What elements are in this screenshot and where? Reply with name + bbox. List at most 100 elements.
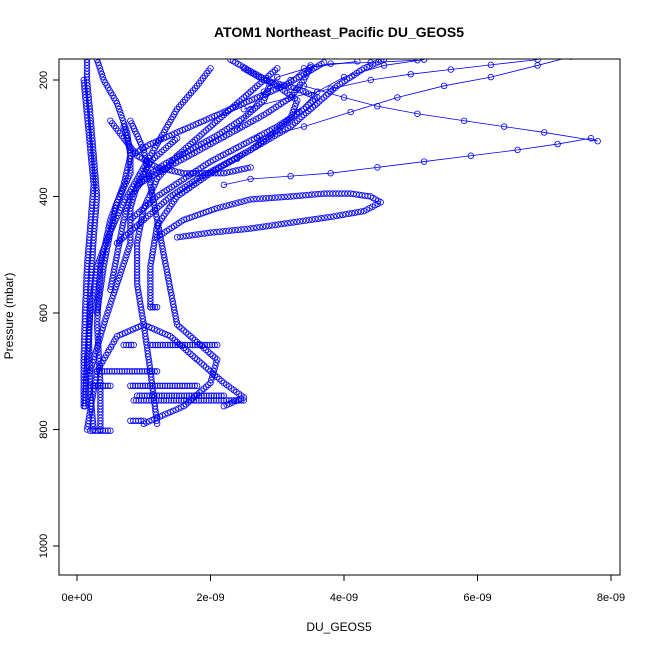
data-point bbox=[305, 216, 313, 224]
data-point bbox=[95, 346, 102, 353]
data-point bbox=[157, 234, 164, 241]
data-point bbox=[99, 73, 106, 81]
data-point bbox=[137, 397, 145, 404]
data-point bbox=[169, 335, 176, 342]
data-point bbox=[117, 234, 124, 241]
data-point bbox=[179, 98, 187, 106]
data-point bbox=[147, 158, 154, 165]
data-point bbox=[287, 193, 294, 200]
data-point bbox=[213, 397, 220, 404]
data-point bbox=[122, 132, 130, 139]
data-point bbox=[317, 190, 325, 198]
profile-series bbox=[93, 123, 134, 317]
data-point bbox=[154, 382, 161, 389]
data-point bbox=[272, 194, 279, 201]
profile-line bbox=[236, 60, 358, 130]
data-point bbox=[241, 197, 248, 205]
data-point bbox=[111, 286, 119, 293]
data-point bbox=[95, 338, 102, 346]
data-point bbox=[247, 164, 254, 171]
data-point bbox=[238, 96, 245, 103]
profile-series bbox=[233, 59, 361, 133]
data-point bbox=[129, 196, 137, 203]
data-point bbox=[133, 222, 141, 229]
data-point bbox=[267, 132, 274, 139]
data-point bbox=[111, 210, 118, 218]
data-point bbox=[163, 397, 170, 404]
data-point bbox=[176, 341, 184, 349]
data-point bbox=[148, 254, 156, 261]
data-point bbox=[162, 144, 170, 152]
data-point bbox=[208, 373, 216, 381]
data-point bbox=[151, 304, 159, 311]
data-point bbox=[105, 306, 112, 314]
data-point bbox=[228, 397, 235, 404]
data-point bbox=[184, 341, 191, 349]
data-point bbox=[127, 117, 134, 124]
x-tick-label: 0e+00 bbox=[62, 592, 93, 604]
data-point bbox=[156, 382, 164, 389]
data-point bbox=[210, 397, 217, 404]
data-point bbox=[189, 169, 197, 177]
data-point bbox=[210, 229, 217, 236]
data-point bbox=[99, 324, 107, 331]
data-point bbox=[144, 212, 152, 220]
data-point bbox=[327, 213, 334, 221]
data-point bbox=[198, 360, 205, 367]
data-point bbox=[149, 208, 156, 216]
data-point bbox=[240, 114, 248, 122]
profile-series bbox=[133, 65, 281, 427]
data-point bbox=[94, 427, 102, 434]
data-point bbox=[151, 368, 158, 375]
data-point bbox=[96, 368, 103, 375]
data-point bbox=[187, 89, 195, 96]
data-point bbox=[274, 65, 281, 72]
data-point bbox=[112, 283, 120, 290]
data-point bbox=[156, 202, 163, 210]
data-point bbox=[93, 59, 101, 63]
data-point bbox=[200, 397, 207, 404]
data-point bbox=[247, 105, 254, 113]
data-point bbox=[144, 347, 151, 355]
data-point bbox=[122, 341, 130, 349]
data-point bbox=[291, 119, 299, 126]
data-point bbox=[151, 154, 159, 161]
data-point bbox=[216, 228, 223, 235]
data-point bbox=[133, 392, 141, 399]
data-point bbox=[148, 397, 155, 404]
data-point bbox=[107, 301, 114, 308]
data-point bbox=[168, 167, 176, 174]
data-point bbox=[194, 341, 201, 349]
data-point bbox=[147, 181, 154, 189]
data-point bbox=[327, 169, 334, 177]
data-point bbox=[96, 65, 104, 72]
data-point bbox=[205, 125, 212, 132]
data-point bbox=[173, 105, 181, 113]
data-point bbox=[140, 397, 147, 404]
data-point bbox=[287, 94, 294, 101]
data-point bbox=[309, 216, 316, 223]
data-point bbox=[127, 204, 134, 212]
data-point bbox=[118, 114, 126, 122]
y-tick-label: 600 bbox=[38, 304, 50, 322]
data-point bbox=[118, 368, 126, 375]
data-point bbox=[249, 86, 256, 93]
data-point bbox=[260, 97, 268, 104]
data-point bbox=[186, 214, 193, 222]
data-point bbox=[136, 220, 143, 227]
data-point bbox=[97, 254, 104, 261]
data-point bbox=[153, 368, 161, 375]
data-point bbox=[102, 315, 109, 322]
data-point bbox=[173, 234, 181, 241]
data-point bbox=[228, 227, 236, 234]
data-point bbox=[232, 167, 239, 174]
data-point bbox=[104, 382, 112, 389]
data-point bbox=[232, 200, 239, 207]
data-point bbox=[250, 195, 257, 203]
data-point bbox=[132, 382, 139, 389]
data-point bbox=[289, 121, 296, 128]
data-point bbox=[175, 397, 182, 404]
data-point bbox=[126, 368, 133, 375]
data-point bbox=[147, 184, 155, 191]
data-point bbox=[142, 214, 150, 222]
